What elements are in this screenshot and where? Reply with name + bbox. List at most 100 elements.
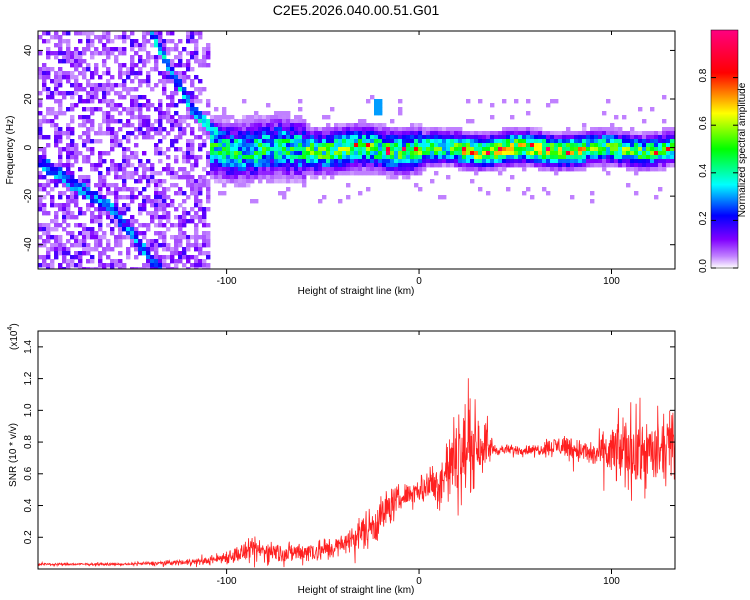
heatmap-cell xyxy=(158,39,163,44)
heatmap-cell xyxy=(526,111,531,116)
heatmap-cell xyxy=(138,211,143,216)
heatmap-cell xyxy=(354,155,359,160)
heatmap-cell xyxy=(74,103,79,108)
heatmap-cell xyxy=(78,243,83,248)
heatmap-cell xyxy=(154,207,159,212)
heatmap-cell xyxy=(590,127,595,132)
heatmap-cell xyxy=(118,35,123,40)
heatmap-cell xyxy=(562,151,567,156)
heatmap-cell xyxy=(290,151,295,156)
heatmap-cell xyxy=(578,131,583,136)
heatmap-cell xyxy=(506,143,511,148)
heatmap-cell xyxy=(258,163,263,168)
heatmap-cell xyxy=(466,143,471,148)
heatmap-cell xyxy=(510,143,515,148)
heatmap-cell xyxy=(362,119,367,124)
heatmap-cell xyxy=(90,139,95,144)
snr-y-tick-label: 1.4 xyxy=(23,339,34,353)
heatmap-cell xyxy=(518,131,523,136)
heatmap-cell xyxy=(110,227,115,232)
heatmap-cell xyxy=(490,147,495,152)
heatmap-cell xyxy=(186,143,191,148)
heatmap-cell xyxy=(294,159,299,164)
heatmap-cell xyxy=(70,71,75,76)
heatmap-cell xyxy=(594,135,599,140)
heatmap-cell xyxy=(346,139,351,144)
heatmap-cell xyxy=(46,75,51,80)
heatmap-cell xyxy=(114,239,119,244)
heatmap-cell xyxy=(242,147,247,152)
heatmap-cell xyxy=(106,187,111,192)
heatmap-cell xyxy=(478,143,483,148)
heatmap-cell xyxy=(494,151,499,156)
heatmap-cell xyxy=(406,127,411,132)
heatmap-cell xyxy=(98,127,103,132)
heatmap-cell xyxy=(654,135,659,140)
heatmap-cell xyxy=(266,175,271,180)
heatmap-cell xyxy=(406,167,411,172)
heatmap-cell xyxy=(102,115,107,120)
heatmap-cell xyxy=(122,63,127,68)
heatmap-cell xyxy=(350,139,355,144)
heatmap-cell xyxy=(262,123,267,128)
heatmap-cell xyxy=(194,211,199,216)
heatmap-cell xyxy=(194,107,199,112)
heatmap-cell xyxy=(466,159,471,164)
heatmap-cell xyxy=(638,143,643,148)
heatmap-cell xyxy=(478,163,483,168)
heatmap-cell xyxy=(442,163,447,168)
heatmap-cell xyxy=(78,135,83,140)
heatmap-cell xyxy=(450,147,455,152)
heatmap-cell xyxy=(254,135,259,140)
heatmap-cell xyxy=(38,203,43,208)
heatmap-cell xyxy=(186,67,191,72)
heatmap-cell xyxy=(234,119,239,124)
heatmap-cell xyxy=(74,223,79,228)
heatmap-cell xyxy=(54,51,59,56)
heatmap-cell xyxy=(606,99,611,104)
heatmap-cell xyxy=(618,139,623,144)
snr-y-tick-label: 0.6 xyxy=(23,466,34,480)
heatmap-cell xyxy=(274,127,279,132)
heatmap-cell xyxy=(334,171,339,176)
heatmap-cell xyxy=(238,147,243,152)
heatmap-cell xyxy=(426,143,431,148)
heatmap-cell xyxy=(42,159,47,164)
heatmap-cell xyxy=(278,159,283,164)
heatmap-cell xyxy=(126,187,131,192)
heatmap-cell xyxy=(434,147,439,152)
heatmap-cell xyxy=(582,151,587,156)
heatmap-cell xyxy=(302,119,307,124)
heatmap-cell xyxy=(202,215,207,220)
heatmap-cell xyxy=(134,103,139,108)
heatmap-cell xyxy=(366,159,371,164)
heatmap-cell xyxy=(630,127,635,132)
heatmap-cell xyxy=(454,127,459,132)
heatmap-cell xyxy=(174,83,179,88)
heatmap-cell xyxy=(122,219,127,224)
heatmap-cell xyxy=(170,115,175,120)
heatmap-cell xyxy=(106,167,111,172)
heatmap-cell xyxy=(374,111,379,116)
heatmap-cell xyxy=(602,131,607,136)
heatmap-cell xyxy=(538,155,543,160)
heatmap-cell xyxy=(198,35,203,40)
heatmap-cell xyxy=(194,31,199,36)
heatmap-cell xyxy=(250,139,255,144)
heatmap-cell xyxy=(202,131,207,136)
heatmap-cell xyxy=(186,91,191,96)
heatmap-cell xyxy=(574,143,579,148)
heatmap-cell xyxy=(246,183,251,188)
heatmap-cell xyxy=(122,235,127,240)
heatmap-cell xyxy=(154,199,159,204)
heatmap-cell xyxy=(458,155,463,160)
heatmap-cell xyxy=(474,131,479,136)
heatmap-cell xyxy=(186,259,191,264)
heatmap-cell xyxy=(182,199,187,204)
heatmap-cell xyxy=(206,43,211,48)
heatmap-cell xyxy=(46,255,51,260)
heatmap-cell xyxy=(50,167,55,172)
heatmap-cell xyxy=(254,123,259,128)
heatmap-cell xyxy=(394,163,399,168)
heatmap-cell xyxy=(198,135,203,140)
